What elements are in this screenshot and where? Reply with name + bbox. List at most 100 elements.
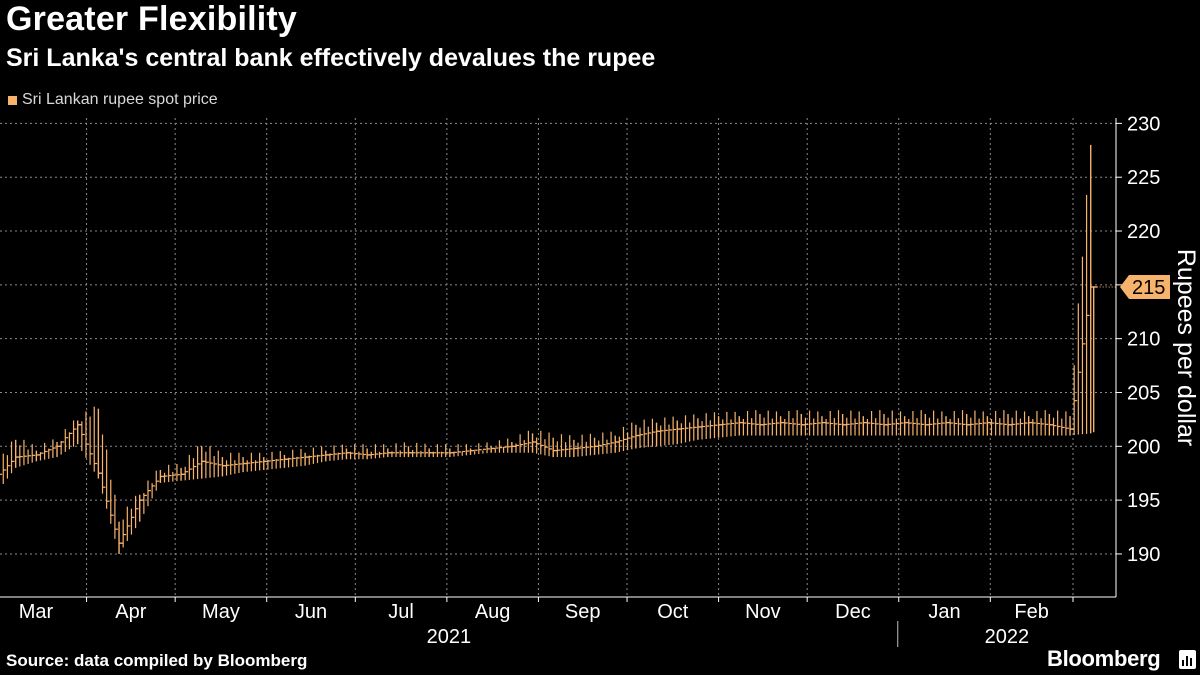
price-bar — [846, 417, 850, 436]
price-bar — [387, 448, 392, 458]
last-value-tag — [1120, 274, 1170, 299]
price-bar — [279, 451, 284, 469]
price-bar — [639, 427, 644, 449]
y-tick-label: 195 — [1127, 490, 1160, 512]
price-bar — [614, 435, 620, 453]
price-bar — [461, 450, 466, 456]
price-bar — [358, 451, 362, 460]
price-bar — [647, 426, 652, 448]
price-bar — [643, 419, 648, 448]
price-bar — [329, 453, 333, 461]
price-bar — [316, 454, 321, 464]
price-bar — [436, 444, 441, 458]
price-bar — [593, 437, 599, 455]
price-bar — [589, 433, 594, 456]
price-bar — [56, 441, 62, 458]
source-note: Source: data compiled by Bloomberg — [6, 651, 308, 670]
price-bar — [72, 420, 77, 447]
price-bar — [465, 444, 470, 456]
price-bar — [961, 410, 966, 436]
price-bar — [680, 423, 685, 444]
price-bar — [1044, 410, 1049, 436]
price-bar — [333, 445, 338, 461]
price-bar — [928, 417, 933, 436]
y-tick-label: 225 — [1127, 167, 1160, 189]
price-bar — [502, 446, 507, 453]
price-bar — [110, 479, 114, 524]
price-bar — [841, 414, 847, 436]
price-bar — [879, 410, 883, 436]
price-bars — [0, 144, 1098, 554]
price-bar — [734, 411, 739, 436]
price-bar — [486, 442, 491, 454]
price-bar — [999, 418, 1003, 436]
price-bar — [19, 445, 23, 467]
price-bar — [932, 410, 937, 436]
price-bar — [507, 438, 511, 453]
price-bar — [407, 446, 413, 458]
price-bar — [515, 443, 519, 453]
price-bar — [655, 422, 661, 447]
price-bar — [60, 440, 65, 455]
price-bar — [267, 459, 271, 470]
price-bar — [391, 451, 395, 458]
price-bar — [751, 418, 755, 436]
price-bar — [1073, 365, 1078, 436]
price-bar — [565, 442, 569, 458]
price-bar — [1040, 418, 1045, 436]
month-label: Aug — [475, 601, 511, 623]
price-bar — [234, 460, 238, 474]
price-bar — [221, 457, 227, 477]
price-bar — [457, 444, 462, 457]
price-bar — [453, 451, 457, 457]
price-bar — [89, 416, 94, 465]
price-bar — [52, 439, 56, 458]
price-bar — [341, 444, 346, 460]
price-bar — [779, 416, 785, 436]
price-bar — [134, 495, 139, 529]
price-bar — [354, 444, 358, 460]
price-bar — [808, 410, 813, 436]
price-bar — [800, 414, 806, 436]
price-bar — [412, 449, 416, 458]
y-tick-label: 190 — [1127, 544, 1160, 566]
price-bar — [0, 473, 3, 475]
price-bar — [201, 446, 206, 479]
price-bar — [990, 418, 995, 436]
legend: Sri Lankan rupee spot price — [8, 91, 218, 109]
price-bar — [188, 454, 193, 480]
price-bar — [689, 422, 693, 442]
price-bar — [581, 434, 586, 457]
price-bar — [312, 447, 317, 464]
price-bar — [974, 410, 978, 436]
legend-label: Sri Lankan rupee spot price — [22, 91, 218, 108]
price-bar — [870, 410, 875, 436]
price-bar — [1019, 418, 1024, 436]
price-bar — [225, 460, 230, 476]
price-bar — [205, 451, 209, 479]
price-bar — [850, 410, 854, 436]
price-bar — [941, 411, 945, 436]
price-bar — [618, 436, 623, 452]
price-bar — [1065, 411, 1069, 436]
year-label: 2021 — [427, 626, 472, 648]
price-bar — [159, 469, 165, 483]
y-axis-title: Rupees per dollar — [1172, 249, 1200, 446]
price-bar — [151, 483, 156, 499]
price-bar — [1036, 410, 1040, 436]
price-bar — [684, 415, 689, 443]
price-bar — [469, 448, 475, 455]
price-bar — [432, 451, 437, 458]
price-bar — [308, 455, 313, 465]
price-bar — [213, 455, 218, 478]
price-bar — [345, 448, 351, 460]
price-bar — [474, 449, 478, 455]
price-bar — [420, 450, 424, 458]
price-bar — [676, 420, 682, 445]
price-bar — [1061, 418, 1065, 436]
price-bar — [949, 418, 954, 436]
price-bar — [796, 410, 801, 436]
price-bar — [602, 432, 606, 455]
price-bar — [573, 439, 578, 458]
month-label: Jan — [928, 601, 960, 623]
